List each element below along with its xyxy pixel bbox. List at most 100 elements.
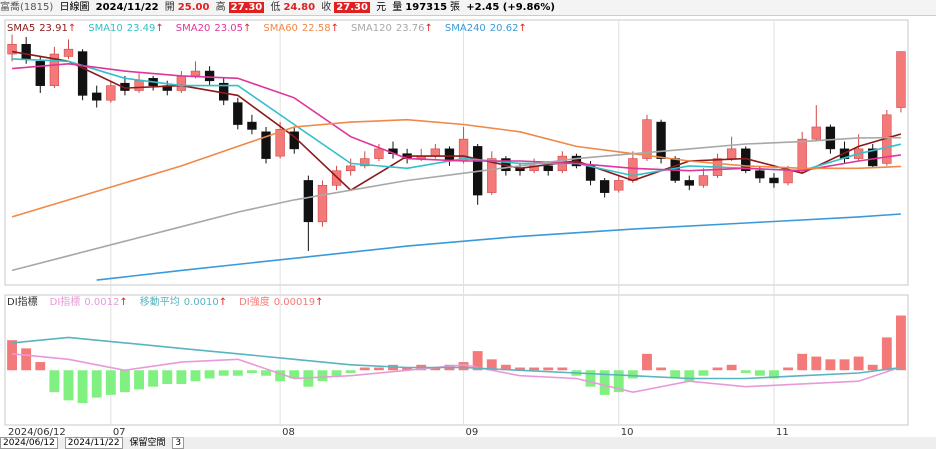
legend-arrow: ↑ — [518, 23, 526, 34]
candle-body — [585, 165, 596, 181]
field-label: 開 — [164, 2, 175, 13]
bar — [684, 370, 695, 382]
bar — [261, 370, 271, 376]
bar — [529, 367, 540, 371]
candle-body — [811, 126, 821, 140]
bar — [500, 364, 511, 371]
bar — [881, 337, 892, 371]
volume-label: 量 — [392, 2, 403, 13]
legend-name: SMA120 — [351, 23, 392, 34]
candle-body — [599, 180, 610, 193]
candle-body — [783, 170, 793, 184]
candle-body — [106, 85, 116, 101]
candle-body — [21, 44, 31, 60]
line — [12, 353, 902, 394]
candle-body — [247, 121, 257, 130]
bar — [811, 356, 822, 371]
bar — [472, 351, 483, 371]
x-tick-label: 08 — [282, 427, 295, 437]
bar — [246, 370, 257, 373]
bar — [345, 370, 356, 373]
candle-body — [35, 61, 45, 86]
candle-body — [63, 48, 74, 57]
bar — [656, 367, 667, 371]
line — [12, 62, 902, 172]
field-value: 25.00 — [177, 2, 210, 13]
bar — [783, 367, 794, 371]
field-value: 27.30 — [334, 2, 370, 13]
legend-value: 0.00019 — [274, 297, 315, 308]
legend-name: SMA20 — [176, 23, 211, 34]
reserve-input[interactable]: 3 — [172, 437, 185, 449]
candle-body — [233, 102, 243, 125]
candle-body — [176, 75, 187, 91]
legend-value: 23.05 — [214, 23, 243, 34]
candle-body — [430, 148, 441, 157]
legend-arrow: ↑ — [119, 297, 127, 308]
candle-body — [543, 165, 553, 172]
unit: 元 — [376, 2, 387, 13]
candle-body — [92, 92, 102, 101]
legend-arrow: ↑ — [331, 23, 339, 34]
legend-arrow: ↑ — [219, 297, 227, 308]
field-value: 27.30 — [228, 2, 265, 13]
panel-title: DI指標 — [7, 295, 38, 308]
candle-body — [77, 51, 88, 96]
candle-body — [360, 158, 370, 167]
bar — [359, 367, 370, 371]
candle-body — [755, 170, 765, 179]
bar — [317, 370, 328, 382]
panel-frame — [4, 19, 909, 286]
candle-body — [49, 53, 60, 86]
end-date[interactable]: 2024/11/22 — [64, 437, 123, 449]
bar — [77, 370, 88, 404]
legend-arrow: ↑ — [425, 23, 433, 34]
legend-value: 20.62 — [490, 23, 519, 34]
bar — [613, 370, 624, 393]
candle-body — [642, 119, 652, 159]
bar — [642, 353, 652, 371]
bar — [515, 367, 525, 371]
bar — [797, 353, 808, 371]
x-tick-label: 07 — [113, 427, 126, 437]
legend-arrow: ↑ — [243, 23, 251, 34]
line — [11, 136, 901, 272]
bar — [373, 367, 384, 371]
bar — [543, 367, 554, 371]
bar — [430, 367, 441, 371]
bar — [698, 370, 709, 376]
candle-body — [275, 129, 285, 157]
legend-name: DI指標 — [50, 295, 81, 308]
legend-name: 移動平均 — [140, 295, 180, 308]
bar — [176, 370, 187, 384]
candle-body — [628, 158, 638, 181]
candle-body — [7, 44, 17, 55]
bar — [557, 367, 568, 371]
legend: SMA5 23.91↑ SMA10 23.49↑ SMA20 23.05↑ SMA60 22.… — [7, 23, 527, 34]
bar — [726, 364, 737, 371]
start-date[interactable]: 2024/06/12 — [0, 437, 58, 449]
bar — [331, 370, 342, 376]
bar — [91, 370, 102, 398]
candle-body — [868, 148, 878, 167]
x-tick-label: 11 — [776, 427, 789, 437]
field-label: 收 — [321, 2, 332, 13]
candle-body — [331, 170, 342, 186]
x-tick-label: 2024/06/12 — [8, 427, 66, 437]
bar — [204, 370, 215, 379]
bar — [105, 370, 116, 395]
bar — [486, 359, 497, 371]
bar — [585, 370, 596, 387]
candle-body — [487, 158, 497, 193]
candle-body — [346, 165, 356, 172]
line — [12, 58, 902, 177]
candle-body — [614, 180, 624, 191]
bar — [148, 370, 159, 387]
legend-name: DI強度 — [239, 295, 270, 308]
bar — [190, 370, 201, 382]
bar — [21, 348, 32, 371]
bar — [289, 370, 300, 379]
bar — [218, 370, 229, 376]
candle-body — [444, 148, 455, 162]
